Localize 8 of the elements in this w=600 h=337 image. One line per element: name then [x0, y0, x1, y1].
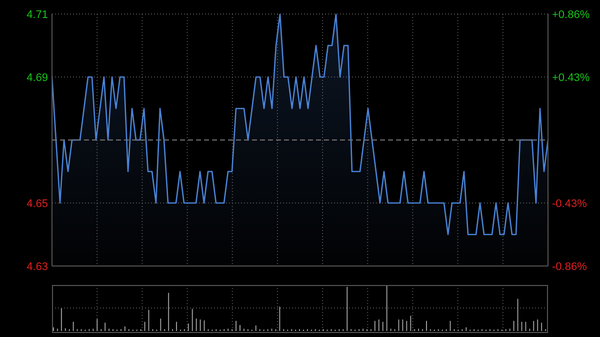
y2-tick-label: -0.43% [552, 198, 588, 210]
y-tick-label: 4.65 [26, 198, 48, 210]
y2-tick-label: +0.86% [552, 9, 590, 21]
y-tick-label: 4.63 [26, 261, 48, 273]
y-tick-label: 4.69 [26, 72, 48, 84]
y2-tick-label: +0.43% [552, 72, 590, 84]
y-tick-label: 4.71 [26, 9, 48, 21]
y2-tick-label: -0.86% [552, 261, 588, 273]
